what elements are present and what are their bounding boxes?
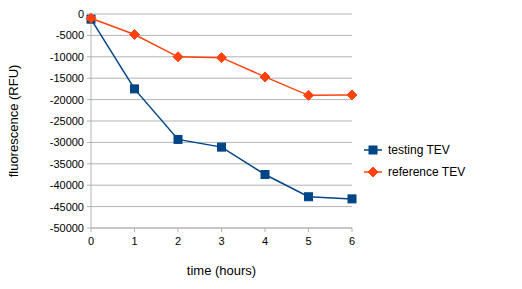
data-point <box>218 143 226 151</box>
x-tick-label: 4 <box>262 235 268 247</box>
y-tick-label: -30000 <box>50 136 84 148</box>
x-tick <box>265 228 266 232</box>
x-tick <box>308 228 309 232</box>
grid-line <box>91 185 352 186</box>
x-axis-label: time (hours) <box>187 263 256 278</box>
data-point <box>261 171 269 179</box>
data-point <box>173 52 183 62</box>
data-point <box>348 195 356 203</box>
x-tick <box>352 228 353 232</box>
x-tick-label: 2 <box>175 235 181 247</box>
y-tick-label: -10000 <box>50 51 84 63</box>
series-line <box>91 19 352 199</box>
y-tick <box>87 99 91 100</box>
y-tick <box>87 163 91 164</box>
series-line <box>91 18 352 95</box>
y-tick <box>87 185 91 186</box>
x-tick <box>178 228 179 232</box>
chart: -50000-45000-40000-35000-30000-25000-200… <box>0 0 522 289</box>
y-tick <box>87 35 91 36</box>
grid-line <box>91 121 352 122</box>
y-tick-label: -5000 <box>56 29 84 41</box>
y-tick <box>87 228 91 229</box>
x-tick <box>134 228 135 232</box>
data-point <box>305 193 313 201</box>
x-tick-label: 5 <box>305 235 311 247</box>
grid-line <box>91 163 352 164</box>
y-tick <box>87 56 91 57</box>
data-point <box>304 90 314 100</box>
x-tick-label: 0 <box>88 235 94 247</box>
x-tick <box>221 228 222 232</box>
y-tick-label: -35000 <box>50 158 84 170</box>
data-point <box>86 13 96 23</box>
x-tick <box>91 228 92 232</box>
grid-line <box>91 99 352 100</box>
x-tick-label: 6 <box>349 235 355 247</box>
y-tick-label: -20000 <box>50 94 84 106</box>
data-point <box>131 85 139 93</box>
data-point <box>130 30 140 40</box>
data-point <box>217 53 227 63</box>
grid-line <box>91 14 352 15</box>
y-tick-label: -45000 <box>50 201 84 213</box>
y-tick <box>87 206 91 207</box>
legend-marker <box>369 146 377 154</box>
y-tick-label: -25000 <box>50 115 84 127</box>
y-tick-label: 0 <box>78 8 84 20</box>
y-tick <box>87 78 91 79</box>
plot-area <box>86 13 357 203</box>
y-axis <box>91 14 92 228</box>
y-tick-label: -15000 <box>50 72 84 84</box>
legend-marker <box>368 167 378 177</box>
x-tick-label: 3 <box>218 235 224 247</box>
x-tick-label: 1 <box>131 235 137 247</box>
y-tick-label: -40000 <box>50 179 84 191</box>
y-tick <box>87 142 91 143</box>
y-axis-label: fluorescence (RFU) <box>6 65 21 178</box>
grid-line <box>91 78 352 79</box>
data-point <box>347 90 357 100</box>
data-point <box>174 135 182 143</box>
y-tick-label: -50000 <box>50 222 84 234</box>
legend-label: reference TEV <box>388 165 465 179</box>
y-tick <box>87 121 91 122</box>
legend-label: testing TEV <box>388 143 450 157</box>
grid-line <box>91 206 352 207</box>
data-point <box>260 72 270 82</box>
